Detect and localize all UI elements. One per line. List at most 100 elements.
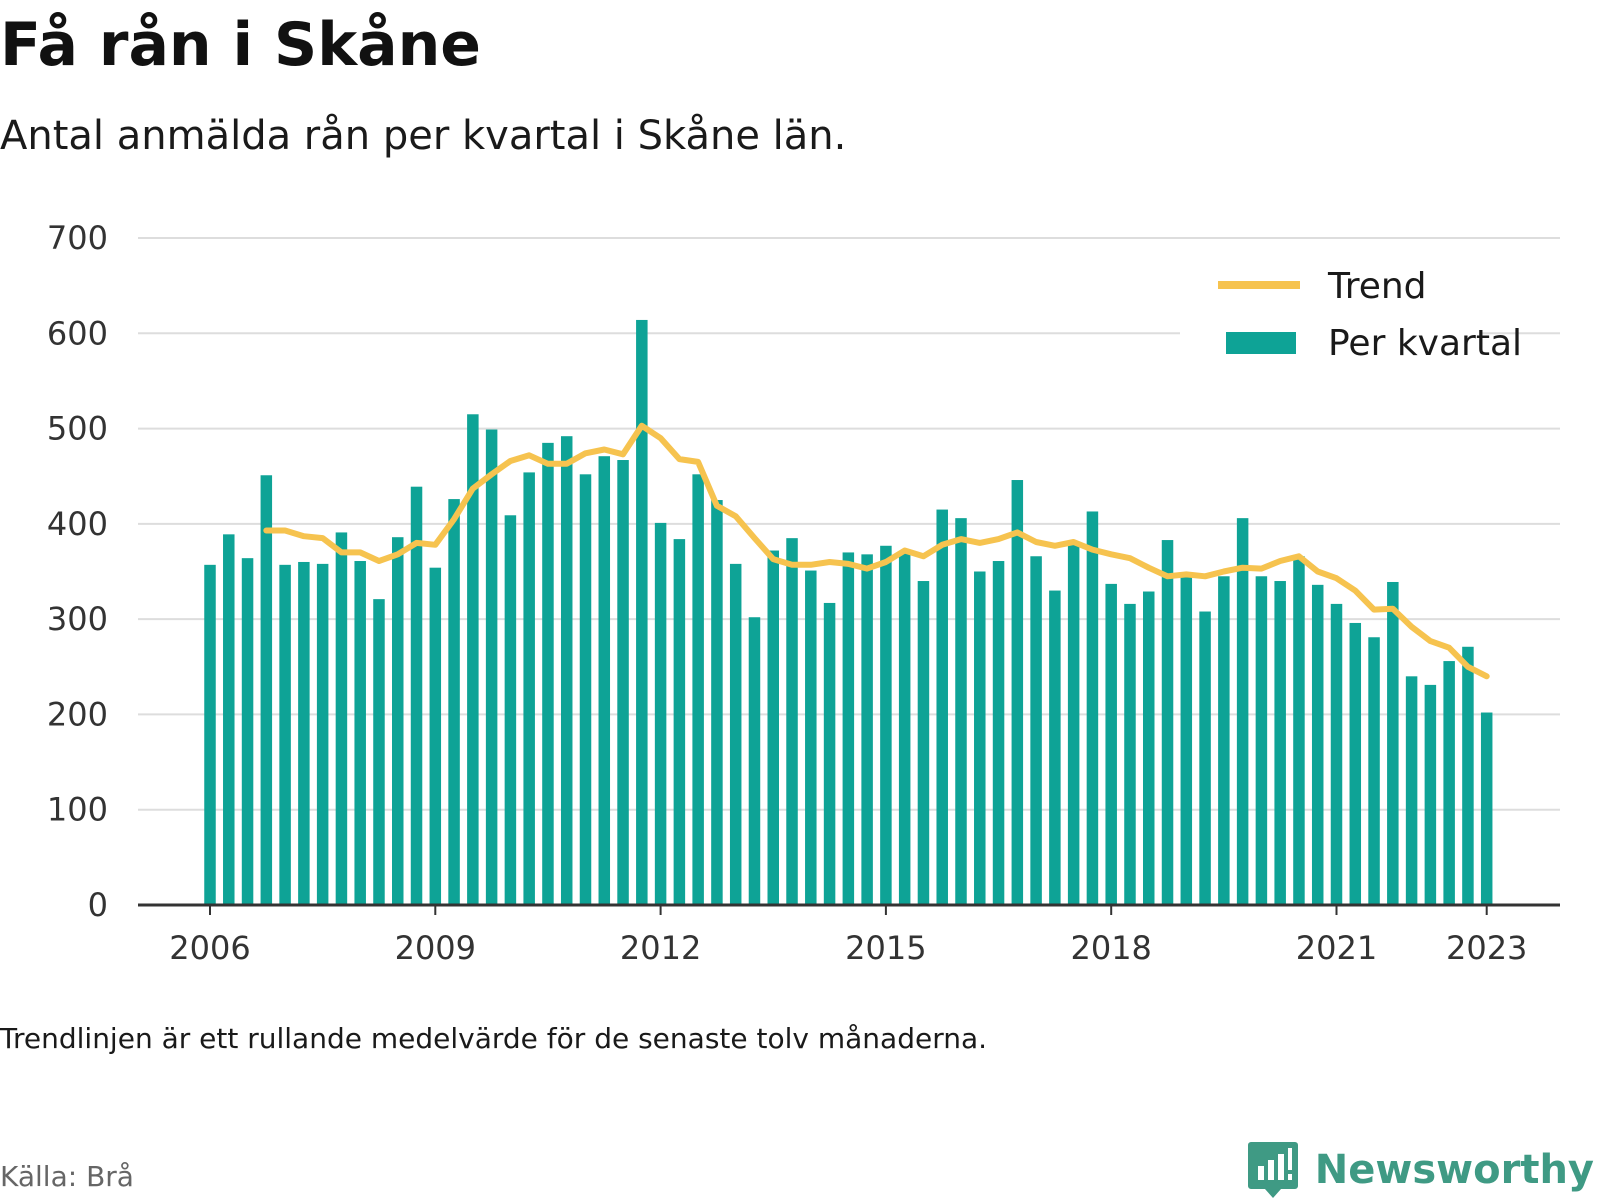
bar [654, 522, 667, 905]
chart-note: Trendlinjen är ett rullande medelvärde f… [0, 1022, 988, 1055]
bar [316, 563, 329, 905]
y-tick-label: 300 [47, 600, 108, 638]
newsworthy-logo-icon [1247, 1142, 1298, 1198]
bar [429, 567, 442, 905]
bar [504, 515, 517, 905]
bar [298, 561, 310, 905]
bar [598, 456, 611, 905]
bar [842, 552, 855, 905]
bar [1349, 622, 1362, 905]
bar [805, 570, 817, 905]
bar [1368, 637, 1380, 905]
bar [1161, 540, 1174, 905]
bar [1255, 576, 1268, 905]
y-tick-label: 0 [88, 886, 108, 924]
bar [1274, 581, 1286, 905]
bar [1218, 576, 1230, 905]
bar [1124, 603, 1136, 905]
bar [392, 537, 404, 905]
x-axis: 2006 2009 2012 2015 2018 2021 2023 [138, 903, 1560, 967]
y-tick-label: 100 [47, 791, 108, 829]
bar [1049, 590, 1061, 905]
bar [260, 475, 273, 905]
legend-bar-swatch [1226, 332, 1296, 354]
bar [1180, 576, 1193, 905]
x-tick-label: 2018 [1070, 929, 1151, 967]
bar [523, 472, 535, 905]
x-tick-label: 2012 [620, 929, 701, 967]
x-tick-label: 2006 [169, 929, 250, 967]
x-tick-label: 2009 [395, 929, 476, 967]
bar [467, 414, 479, 905]
bar [1199, 611, 1211, 905]
bar [223, 534, 235, 905]
legend-background [1180, 248, 1480, 378]
bar [673, 539, 686, 905]
bar [354, 561, 366, 905]
bar [1030, 556, 1042, 905]
bar [485, 429, 498, 905]
brand-name: Newsworthy [1314, 1147, 1594, 1193]
bar [898, 553, 911, 905]
bar [992, 561, 1005, 905]
bar [1424, 684, 1437, 905]
chart-subtitle: Antal anmälda rån per kvartal i Skåne lä… [0, 113, 847, 159]
bar [1086, 511, 1099, 905]
source-label: Källa: Brå [0, 1160, 134, 1193]
bar [204, 564, 216, 905]
bar [579, 474, 592, 905]
bar-series [204, 319, 1493, 906]
y-tick-label: 400 [47, 505, 108, 543]
bar [748, 617, 761, 905]
trend-series [263, 422, 1490, 680]
bar [1067, 544, 1080, 905]
bar [636, 319, 648, 906]
bar [560, 436, 573, 905]
bar [1143, 591, 1155, 905]
legend: Trend Per kvartal [1180, 248, 1522, 378]
bar [1330, 603, 1343, 905]
bar [1311, 584, 1324, 905]
y-tick-label: 200 [47, 695, 108, 733]
bar [917, 581, 930, 905]
bar [1293, 556, 1305, 905]
x-tick-label: 2021 [1296, 929, 1377, 967]
y-tick-label: 700 [47, 219, 108, 257]
bar [711, 500, 723, 905]
bar [1405, 676, 1418, 905]
bar [767, 550, 779, 905]
bar [692, 474, 704, 905]
bar [1480, 712, 1493, 905]
brand-logo[interactable]: Newsworthy [1247, 1140, 1594, 1200]
bar [617, 460, 629, 905]
bar [786, 538, 798, 905]
bar [823, 602, 836, 905]
bar [241, 558, 254, 905]
trend-line [263, 422, 1490, 680]
chart-title: Få rån i Skåne [0, 10, 481, 80]
bar [1105, 583, 1117, 905]
bar [880, 545, 892, 905]
x-tick-label: 2023 [1446, 929, 1527, 967]
bar [1462, 646, 1474, 905]
bar [410, 486, 423, 905]
bar [1443, 661, 1455, 905]
y-tick-label: 500 [47, 410, 108, 448]
y-tick-label: 600 [47, 314, 108, 352]
x-tick-label: 2015 [845, 929, 926, 967]
bar [335, 532, 348, 905]
bar [861, 554, 873, 905]
bar [1236, 518, 1249, 905]
bar [279, 564, 291, 905]
bar [373, 599, 385, 905]
bar [729, 563, 742, 905]
legend-trend-label: Trend [1327, 266, 1427, 307]
bar [1011, 480, 1024, 905]
legend-bar-label: Per kvartal [1328, 323, 1522, 364]
bar [955, 518, 967, 905]
bar [542, 442, 554, 905]
bar [974, 571, 986, 905]
bar [1387, 581, 1399, 905]
bar [448, 499, 460, 905]
